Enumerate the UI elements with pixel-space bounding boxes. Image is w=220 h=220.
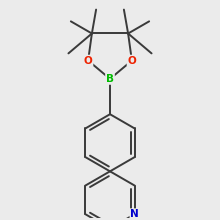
- Text: N: N: [130, 209, 139, 219]
- Text: O: O: [84, 55, 92, 66]
- Text: B: B: [106, 74, 114, 84]
- Text: O: O: [128, 55, 136, 66]
